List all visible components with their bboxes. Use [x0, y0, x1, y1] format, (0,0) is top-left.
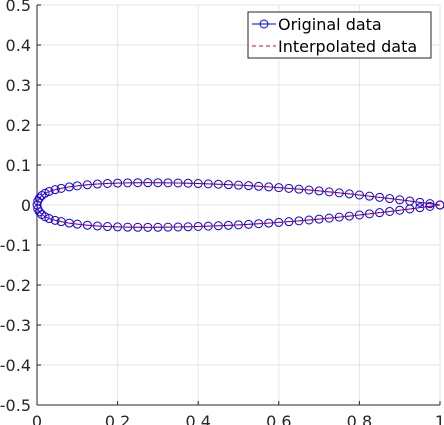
- grid: [36, 4, 441, 406]
- y-tick-label: 0.1: [6, 156, 31, 175]
- y-tick-label: -0.4: [0, 356, 31, 375]
- legend-label: Interpolated data: [278, 37, 417, 56]
- x-tick-label: 0: [32, 412, 42, 425]
- data-point-marker: [415, 203, 425, 213]
- y-tick-label: -0.5: [0, 396, 31, 415]
- data-point-marker: [435, 200, 444, 210]
- y-tick-label: 0.5: [6, 0, 31, 15]
- data-point-marker: [34, 207, 44, 217]
- data-point-marker: [203, 179, 213, 189]
- data-point-marker: [405, 204, 415, 214]
- y-tick-label: -0.1: [0, 236, 31, 255]
- data-point-marker: [50, 185, 60, 195]
- legend: Original data Interpolated data: [247, 11, 432, 59]
- x-tick-label: 1: [435, 412, 444, 425]
- y-tick-label: -0.3: [0, 316, 31, 335]
- data-point-marker: [415, 197, 425, 207]
- legend-marker: [259, 19, 269, 29]
- data-point-marker: [425, 199, 435, 209]
- data-point-marker: [294, 216, 304, 226]
- data-point-marker: [385, 194, 395, 204]
- data-point-marker: [82, 220, 92, 230]
- legend-box: [247, 11, 432, 59]
- data-point-marker: [294, 184, 304, 194]
- data-point-marker: [44, 186, 54, 196]
- y-tick-label: 0.4: [6, 36, 31, 55]
- data-point-marker: [274, 183, 284, 193]
- data-point-marker: [244, 219, 254, 229]
- x-tick-label: 0.8: [347, 412, 372, 425]
- data-point-marker: [364, 191, 374, 201]
- data-point-marker: [133, 178, 143, 188]
- x-tick-label: 0.6: [266, 412, 291, 425]
- x-tick-label: 0.4: [185, 412, 210, 425]
- data-point-marker: [113, 178, 123, 188]
- data-point-marker: [223, 180, 233, 190]
- data-point-marker: [425, 201, 435, 211]
- data-point-marker: [56, 183, 66, 193]
- data-point-marker: [314, 214, 324, 224]
- data-point-marker: [44, 214, 54, 224]
- y-tick-label: 0.2: [6, 116, 31, 135]
- data-point-marker: [40, 212, 50, 222]
- data-series: [32, 178, 444, 232]
- x-tick-label: 0.2: [105, 412, 130, 425]
- data-point-marker: [334, 212, 344, 222]
- data-point-marker: [153, 222, 163, 232]
- data-point-marker: [133, 222, 143, 232]
- data-point-marker: [50, 215, 60, 225]
- y-tick-label: -0.2: [0, 276, 31, 295]
- y-tick-label: 0.3: [6, 76, 31, 95]
- data-point-marker: [223, 220, 233, 230]
- legend-label: Original data: [278, 15, 382, 34]
- y-tick-label: 0: [21, 196, 31, 215]
- data-point-marker: [314, 186, 324, 196]
